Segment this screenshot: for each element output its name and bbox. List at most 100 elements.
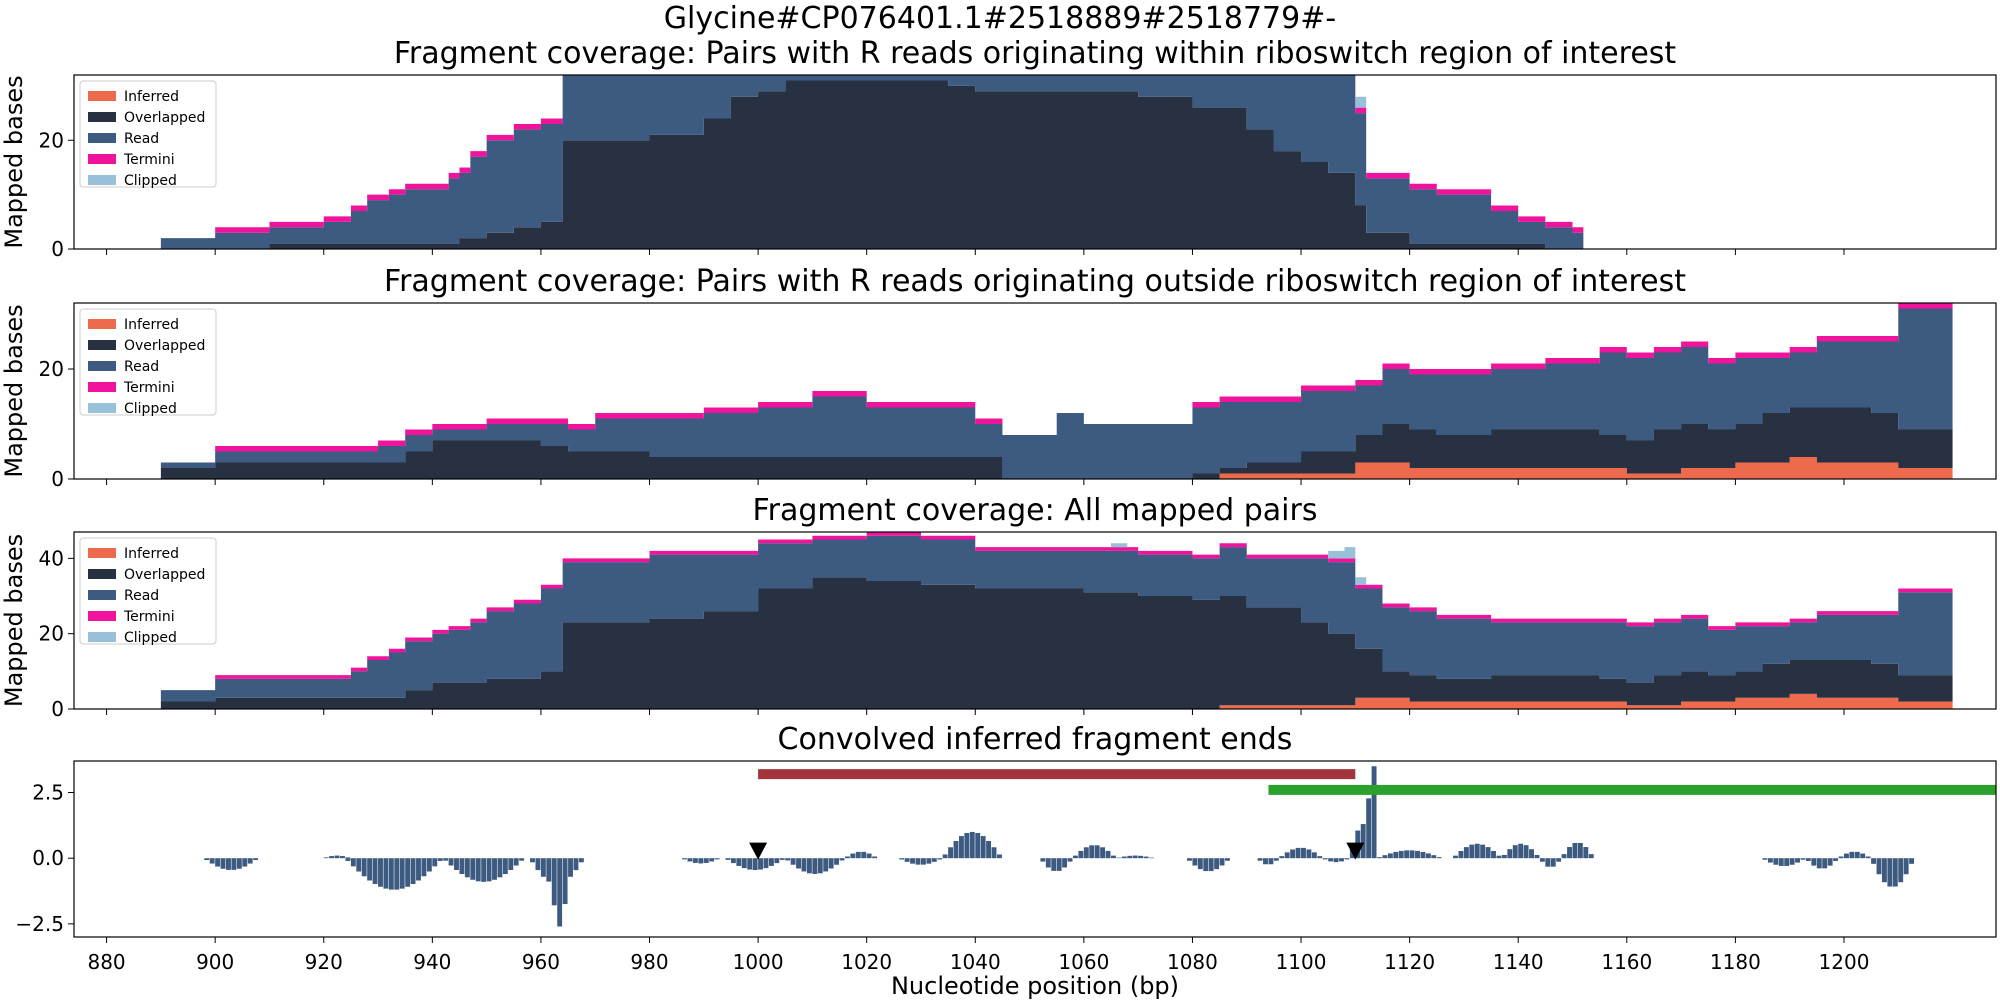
y-tick-label: 40 bbox=[39, 546, 64, 570]
axes-frame bbox=[73, 74, 1997, 250]
legend-swatch-clipped bbox=[88, 403, 116, 413]
bar bbox=[1132, 855, 1138, 859]
bar bbox=[1778, 858, 1784, 866]
bar bbox=[1550, 858, 1556, 867]
bar bbox=[1474, 843, 1480, 859]
series-read-area bbox=[160, 535, 1953, 702]
bar bbox=[828, 858, 834, 869]
panel-title: Fragment coverage: Pairs with R reads or… bbox=[394, 36, 1677, 71]
bar bbox=[361, 858, 367, 877]
bar bbox=[388, 858, 394, 890]
legend-swatch-inferred bbox=[88, 548, 116, 558]
bar bbox=[1089, 845, 1095, 859]
legend-swatch-termini bbox=[88, 611, 116, 621]
legend-label-read: Read bbox=[124, 131, 159, 147]
bar bbox=[399, 858, 405, 889]
bar bbox=[1279, 856, 1285, 859]
bar bbox=[763, 858, 769, 869]
bar bbox=[1583, 847, 1589, 859]
bar bbox=[1767, 858, 1773, 863]
bar bbox=[899, 858, 905, 860]
bar bbox=[1898, 858, 1904, 883]
plot-area bbox=[160, 75, 1584, 249]
y-axis-label: Mapped bases bbox=[0, 534, 28, 707]
panel-title: Fragment coverage: Pairs with R reads or… bbox=[384, 264, 1686, 299]
bar bbox=[1577, 842, 1583, 859]
bar bbox=[752, 858, 758, 871]
bar bbox=[817, 858, 823, 874]
bar bbox=[850, 853, 856, 859]
axes-frame bbox=[73, 760, 1997, 938]
y-tick-label: 20 bbox=[39, 622, 64, 646]
legend-label-termini: Termini bbox=[123, 152, 175, 168]
y-tick-label: 20 bbox=[39, 128, 64, 152]
axes-frame bbox=[73, 531, 1997, 710]
range-bar-2 bbox=[1268, 784, 1996, 795]
bar bbox=[980, 836, 986, 859]
bar bbox=[1453, 855, 1458, 859]
bar bbox=[1051, 858, 1057, 871]
bar bbox=[1339, 858, 1344, 862]
bar bbox=[1322, 858, 1328, 860]
bar bbox=[915, 858, 921, 865]
bar bbox=[736, 858, 742, 866]
bar bbox=[953, 840, 959, 859]
bar bbox=[1067, 858, 1073, 862]
y-axis-label: Mapped bases bbox=[0, 75, 28, 248]
bar bbox=[1225, 858, 1230, 861]
bar bbox=[1469, 844, 1475, 859]
bar bbox=[1567, 847, 1572, 859]
x-tick-label: 880 bbox=[87, 950, 125, 974]
bar bbox=[991, 847, 997, 859]
x-tick-label: 1040 bbox=[950, 950, 1001, 974]
bar bbox=[410, 858, 416, 885]
bar bbox=[1192, 858, 1198, 866]
bar bbox=[1425, 853, 1431, 859]
bar bbox=[340, 856, 345, 859]
x-tick-label: 1120 bbox=[1384, 950, 1435, 974]
bar bbox=[568, 858, 573, 877]
bar bbox=[1795, 858, 1800, 863]
bar bbox=[741, 858, 747, 869]
bar bbox=[1860, 853, 1866, 859]
legend-swatch-overlapped bbox=[88, 569, 116, 579]
legend-swatch-termini bbox=[88, 382, 116, 392]
bar bbox=[513, 858, 519, 866]
bar bbox=[1138, 855, 1144, 859]
series-overlapped-area bbox=[160, 577, 1953, 709]
bar bbox=[1480, 844, 1486, 859]
bar bbox=[231, 858, 237, 870]
bar bbox=[481, 858, 487, 882]
bar bbox=[1420, 851, 1426, 859]
bar bbox=[1062, 858, 1068, 868]
bar bbox=[839, 858, 845, 861]
x-tick-label: 980 bbox=[630, 950, 668, 974]
plot-area bbox=[160, 303, 1953, 479]
bar bbox=[372, 858, 378, 885]
bar bbox=[1094, 845, 1100, 859]
bar bbox=[209, 858, 215, 864]
legend: Inferred Overlapped Read Termini Clipped bbox=[79, 80, 217, 189]
bar bbox=[1328, 858, 1334, 862]
bar bbox=[1121, 856, 1127, 859]
bar bbox=[904, 858, 910, 862]
bar bbox=[508, 858, 514, 871]
bar bbox=[698, 858, 704, 864]
bar bbox=[861, 851, 867, 859]
bar bbox=[910, 858, 916, 864]
x-tick-label: 960 bbox=[522, 950, 560, 974]
bar bbox=[1116, 857, 1122, 859]
bar bbox=[1518, 843, 1524, 859]
bar bbox=[1501, 854, 1507, 859]
series-read-area bbox=[160, 308, 1953, 479]
bar bbox=[448, 858, 454, 866]
bar bbox=[1257, 858, 1263, 861]
bar bbox=[823, 858, 829, 872]
legend-label-inferred: Inferred bbox=[124, 317, 179, 333]
bar bbox=[1881, 858, 1887, 883]
bar bbox=[426, 858, 432, 872]
bar bbox=[725, 858, 731, 860]
x-tick-label: 1140 bbox=[1493, 950, 1544, 974]
x-tick-label: 1060 bbox=[1058, 950, 1109, 974]
